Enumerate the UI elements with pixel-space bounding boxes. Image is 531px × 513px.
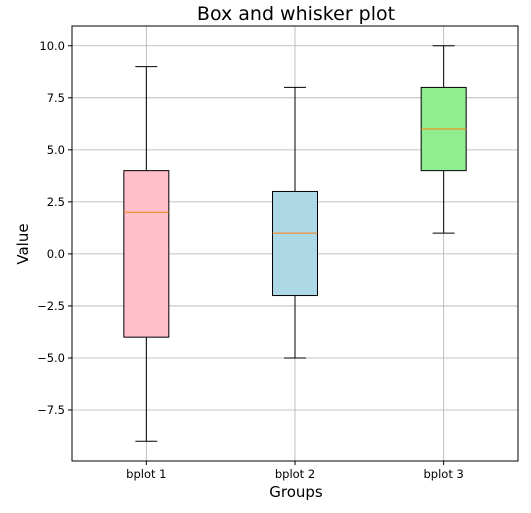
box-group	[123, 66, 170, 442]
y-tick-label: −7.5	[37, 403, 65, 417]
x-tick-label: bplot 1	[126, 467, 166, 481]
chart-title: Box and whisker plot	[197, 3, 395, 25]
box-layer	[123, 45, 467, 442]
box-rect	[272, 190, 318, 297]
y-tick-label: 2.5	[47, 195, 65, 209]
box-group	[420, 45, 467, 234]
y-tick-label: 5.0	[47, 143, 65, 157]
y-tick-label: 0.0	[47, 247, 65, 261]
y-tick-label: −5.0	[37, 351, 65, 365]
box-group	[272, 86, 318, 359]
y-axis-label: Value	[14, 223, 32, 264]
y-tick-label: 7.5	[47, 91, 65, 105]
x-tick-label: bplot 3	[424, 467, 464, 481]
tick-layer: −7.5 −5.0 −2.5 0.0 2.5 5.0 7.5 10.0 bplot 1 bplot…	[37, 39, 464, 481]
y-tick-label: −2.5	[37, 299, 65, 313]
y-tick-label: 10.0	[39, 39, 65, 53]
box-rect	[123, 170, 170, 338]
x-axis-label: Groups	[269, 483, 323, 501]
x-tick-label: bplot 2	[275, 467, 315, 481]
